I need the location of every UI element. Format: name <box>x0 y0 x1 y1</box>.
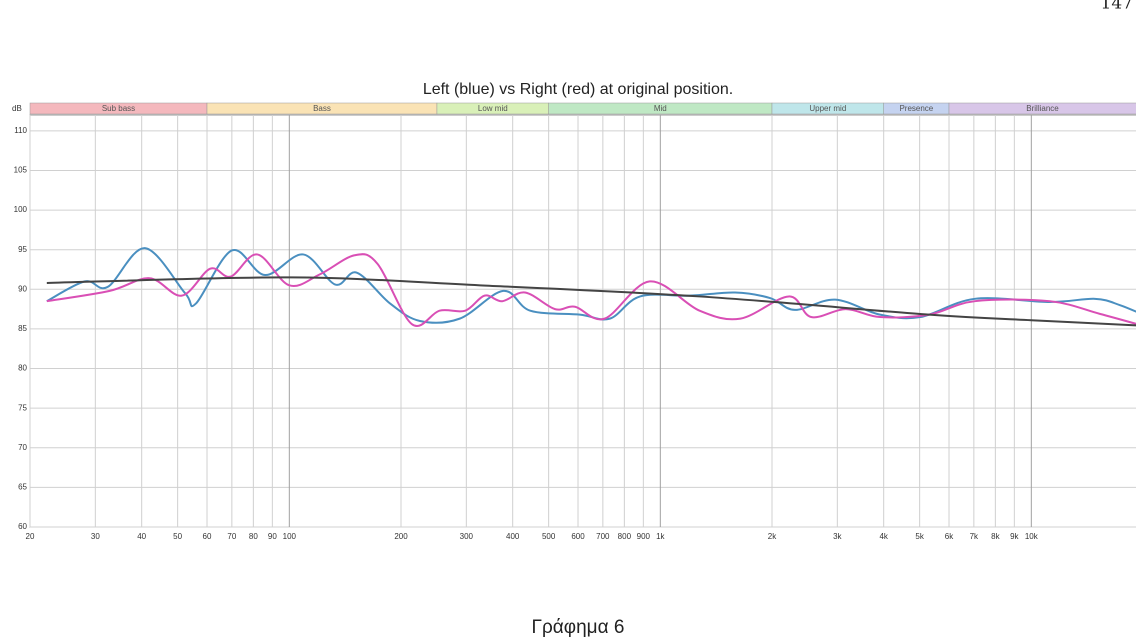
band-label: Sub bass <box>102 104 135 113</box>
x-tick-label: 7k <box>970 532 979 541</box>
plot-area <box>29 114 1136 528</box>
x-tick-label: 1k <box>656 532 665 541</box>
chart-title: Left (blue) vs Right (red) at original p… <box>423 81 733 98</box>
y-tick-label: 75 <box>18 403 27 412</box>
x-tick-label: 20 <box>26 532 35 541</box>
x-tick-label: 400 <box>506 532 520 541</box>
x-tick-label: 900 <box>637 532 651 541</box>
band-label: Presence <box>899 104 933 113</box>
y-tick-label: 95 <box>18 245 27 254</box>
x-tick-label: 100 <box>283 532 297 541</box>
y-tick-label: 105 <box>14 166 28 175</box>
y-tick-label: 65 <box>18 482 27 491</box>
x-tick-label: 30 <box>91 532 100 541</box>
series-line <box>46 276 1136 327</box>
x-tick-label: 50 <box>173 532 182 541</box>
x-tick-label: 500 <box>542 532 556 541</box>
y-tick-label: 70 <box>18 443 27 452</box>
series-line <box>46 253 1136 327</box>
band-label: Upper mid <box>809 104 846 113</box>
x-tick-label: 80 <box>249 532 258 541</box>
page-number: 147 <box>1101 0 1133 14</box>
y-tick-label: 80 <box>18 364 27 373</box>
x-tick-label: 60 <box>203 532 212 541</box>
series-line <box>46 247 1136 324</box>
caption: Γράφημα 6 <box>532 617 625 638</box>
x-tick-label: 300 <box>460 532 474 541</box>
band-label: Low mid <box>478 104 508 113</box>
y-tick-label: 90 <box>18 284 27 293</box>
x-tick-label: 2k <box>768 532 777 541</box>
band-label: Bass <box>313 104 331 113</box>
x-tick-label: 10k <box>1025 532 1039 541</box>
x-tick-label: 700 <box>596 532 610 541</box>
x-tick-label: 800 <box>618 532 632 541</box>
y-tick-label: 85 <box>18 324 27 333</box>
band <box>948 102 1136 115</box>
band-label: Brilliance <box>1026 104 1059 113</box>
x-tick-label: 3k <box>833 532 842 541</box>
x-tick-label: 4k <box>879 532 888 541</box>
x-tick-label: 70 <box>227 532 236 541</box>
x-tick-label: 40 <box>137 532 146 541</box>
y-tick-label: 100 <box>14 205 28 214</box>
band-label: Mid <box>654 104 667 113</box>
x-tick-label: 8k <box>991 532 1000 541</box>
y-tick-label: 60 <box>18 522 27 531</box>
x-tick-label: 5k <box>915 532 924 541</box>
x-tick-label: 90 <box>268 532 277 541</box>
y-tick-label: 110 <box>14 126 27 135</box>
y-axis-label: dB <box>12 104 22 113</box>
x-tick-label: 6k <box>945 532 954 541</box>
x-tick-label: 200 <box>394 532 408 541</box>
x-tick-label: 600 <box>571 532 585 541</box>
x-tick-label: 9k <box>1010 532 1019 541</box>
